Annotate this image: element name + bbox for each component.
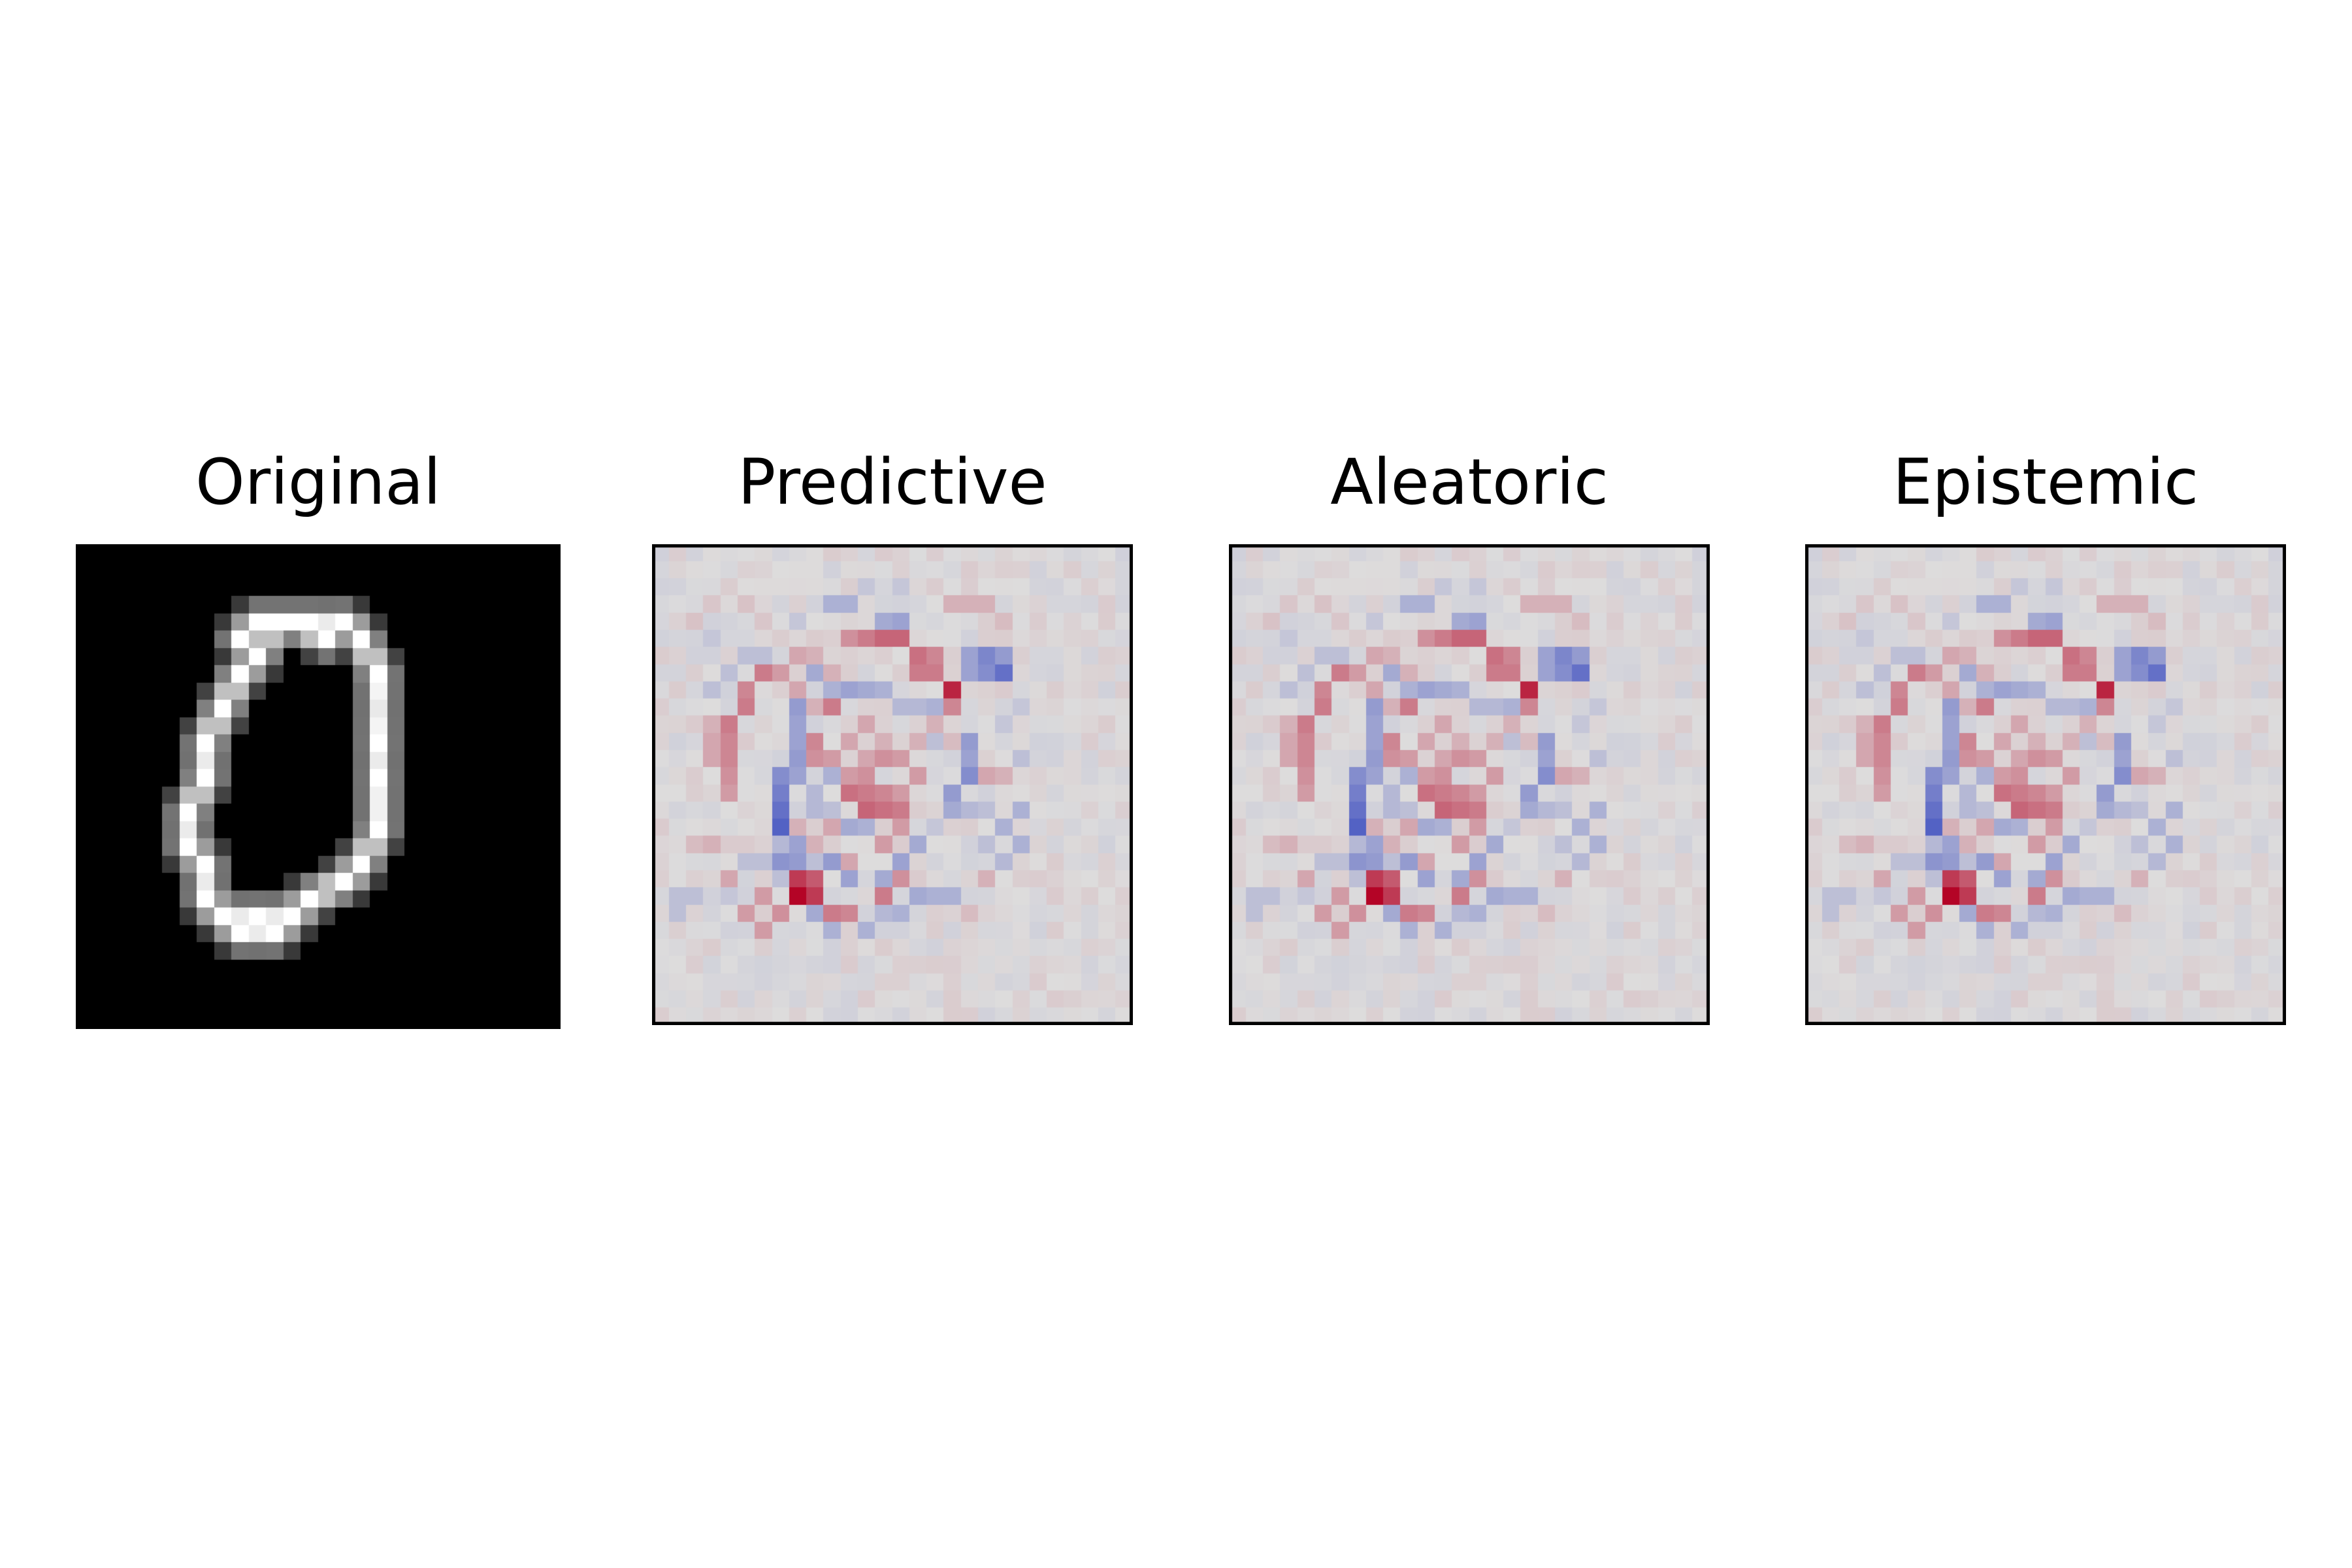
- panel-title-original: Original: [195, 446, 441, 519]
- predictive-heatmap: [652, 544, 1133, 1025]
- panel-title-predictive: Predictive: [738, 446, 1047, 519]
- panel-title-epistemic: Epistemic: [1893, 446, 2198, 519]
- panel-title-aleatoric: Aleatoric: [1330, 446, 1609, 519]
- original-digit-image: [76, 544, 561, 1029]
- epistemic-heatmap: [1805, 544, 2286, 1025]
- aleatoric-heatmap: [1229, 544, 1710, 1025]
